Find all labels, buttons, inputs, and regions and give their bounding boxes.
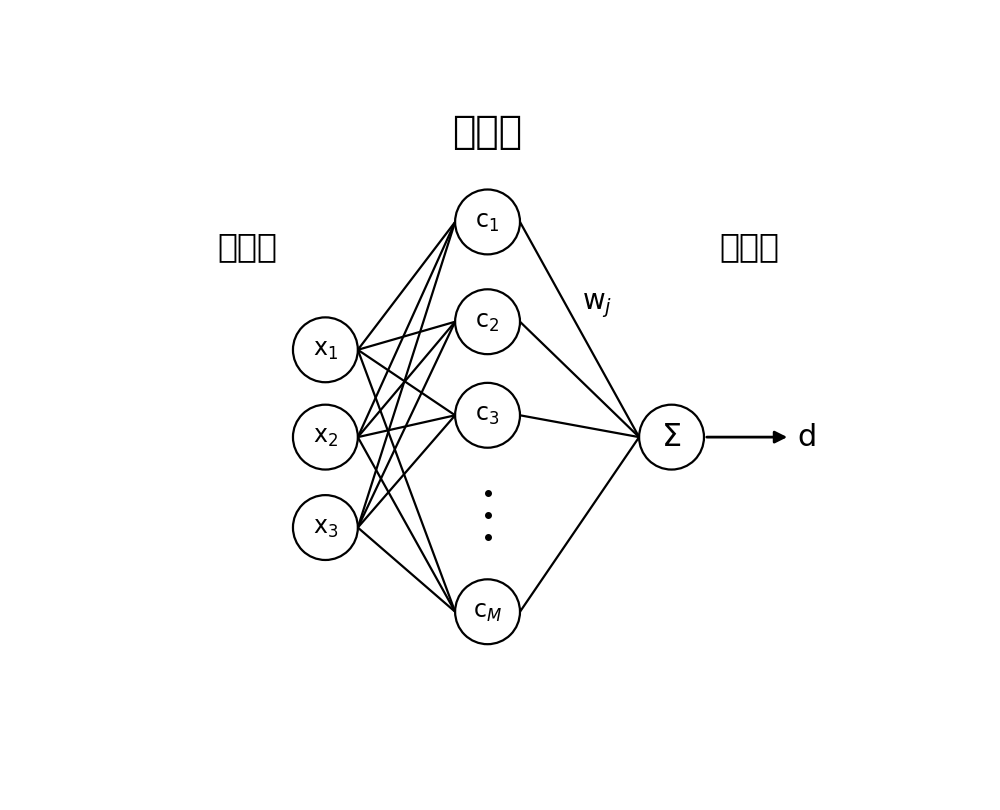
Text: c$_2$: c$_2$ — [475, 309, 500, 334]
Text: c$_3$: c$_3$ — [475, 403, 500, 428]
Text: 输入层: 输入层 — [217, 230, 277, 263]
Text: 输出层: 输出层 — [720, 230, 780, 263]
Text: 隐藏层: 隐藏层 — [452, 113, 523, 151]
Circle shape — [455, 190, 520, 254]
Circle shape — [293, 318, 358, 382]
Text: x$_2$: x$_2$ — [313, 425, 338, 449]
Text: c$_M$: c$_M$ — [473, 599, 502, 624]
Text: w$_j$: w$_j$ — [582, 292, 612, 321]
Text: x$_1$: x$_1$ — [313, 338, 338, 362]
Circle shape — [293, 405, 358, 470]
Text: x$_3$: x$_3$ — [313, 515, 338, 539]
Circle shape — [455, 383, 520, 448]
Text: c$_1$: c$_1$ — [475, 210, 500, 234]
Circle shape — [293, 495, 358, 560]
Circle shape — [455, 289, 520, 354]
Circle shape — [455, 579, 520, 644]
Text: d: d — [798, 423, 817, 452]
Text: $\Sigma$: $\Sigma$ — [661, 422, 682, 453]
Circle shape — [639, 405, 704, 470]
